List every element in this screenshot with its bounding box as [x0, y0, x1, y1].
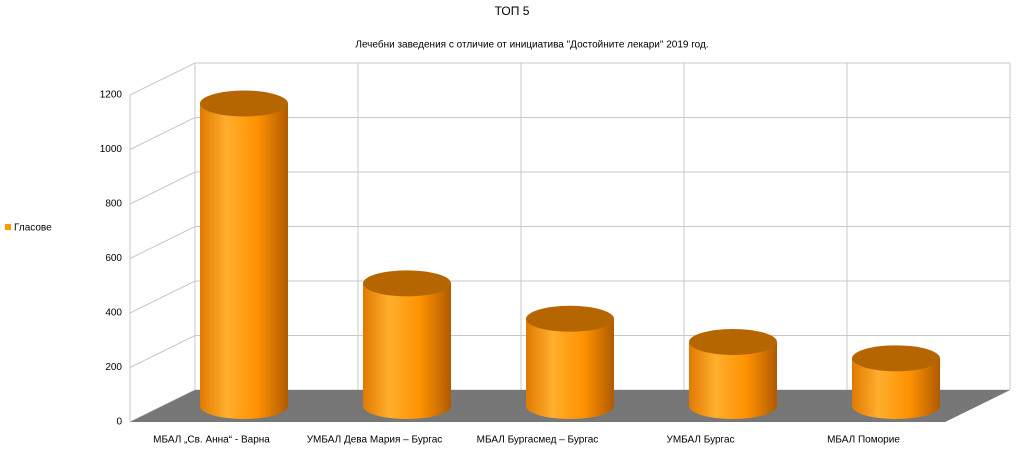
y-tick-label: 1000	[100, 144, 123, 155]
cylinder-top	[526, 305, 614, 332]
chart-subtitle: Лечебни заведения с отличие от инициатив…	[355, 39, 708, 51]
cylinder-body	[852, 358, 940, 419]
cylinder-body	[200, 103, 288, 420]
y-tick-label: 0	[116, 417, 122, 428]
y-tick-label: 200	[105, 362, 122, 373]
x-tick-label: МБАЛ „Св. Анна“ - Варна	[153, 435, 270, 446]
x-tick-label: УМБАЛ Дева Мария – Бургас	[307, 435, 443, 446]
cylinder-top	[363, 270, 451, 297]
grid-line	[129, 62, 1010, 96]
cylinder-body	[526, 318, 614, 419]
x-tick-label: МБАЛ Поморие	[827, 435, 900, 446]
y-tick-label: 600	[105, 253, 122, 264]
chart-title: ТОП 5	[495, 4, 530, 18]
y-tick-label: 1200	[100, 90, 123, 101]
cylinder-body	[689, 341, 777, 419]
y-tick-label: 400	[105, 308, 122, 319]
legend-label: Гласове	[14, 223, 52, 234]
cylinder-top	[852, 345, 940, 372]
legend-swatch	[5, 224, 11, 230]
cylinder-top	[200, 90, 288, 117]
x-tick-label: МБАЛ Бургасмед – Бургас	[477, 435, 599, 446]
cylinder-body	[363, 283, 451, 419]
y-tick-label: 800	[105, 199, 122, 210]
cylinder-top	[689, 328, 777, 355]
x-tick-label: УМБАЛ Бургас	[666, 435, 734, 446]
